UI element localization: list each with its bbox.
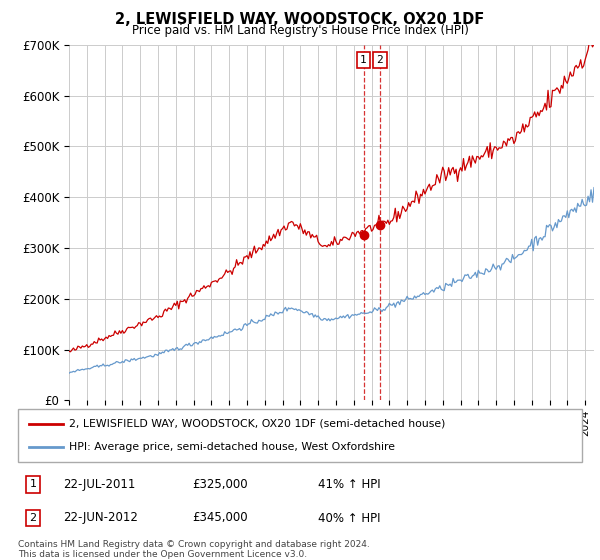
FancyBboxPatch shape [18, 409, 582, 462]
Text: 2: 2 [29, 513, 37, 523]
Text: This data is licensed under the Open Government Licence v3.0.: This data is licensed under the Open Gov… [18, 550, 307, 559]
Text: £325,000: £325,000 [192, 478, 248, 491]
Text: Price paid vs. HM Land Registry's House Price Index (HPI): Price paid vs. HM Land Registry's House … [131, 24, 469, 37]
Text: 2, LEWISFIELD WAY, WOODSTOCK, OX20 1DF (semi-detached house): 2, LEWISFIELD WAY, WOODSTOCK, OX20 1DF (… [69, 419, 445, 429]
Text: Contains HM Land Registry data © Crown copyright and database right 2024.: Contains HM Land Registry data © Crown c… [18, 540, 370, 549]
Text: 40% ↑ HPI: 40% ↑ HPI [318, 511, 380, 525]
Text: HPI: Average price, semi-detached house, West Oxfordshire: HPI: Average price, semi-detached house,… [69, 442, 395, 452]
Text: £345,000: £345,000 [192, 511, 248, 525]
Text: 41% ↑ HPI: 41% ↑ HPI [318, 478, 380, 491]
Text: 2: 2 [377, 55, 383, 65]
Text: 22-JUN-2012: 22-JUN-2012 [63, 511, 138, 525]
Text: 1: 1 [29, 479, 37, 489]
Text: 22-JUL-2011: 22-JUL-2011 [63, 478, 136, 491]
Text: 1: 1 [360, 55, 367, 65]
Text: 2, LEWISFIELD WAY, WOODSTOCK, OX20 1DF: 2, LEWISFIELD WAY, WOODSTOCK, OX20 1DF [115, 12, 485, 27]
